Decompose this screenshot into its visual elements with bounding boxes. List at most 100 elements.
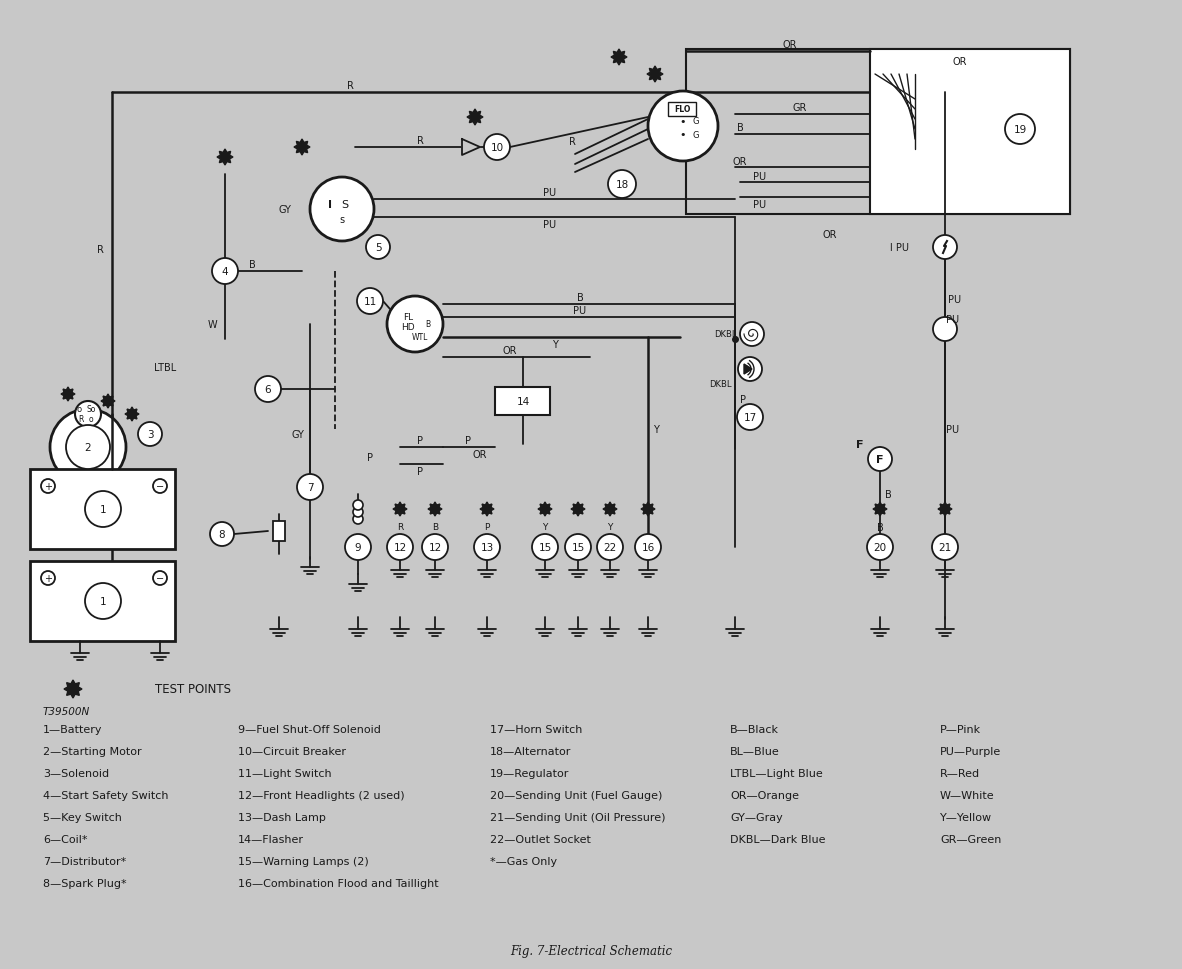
- Text: B: B: [736, 123, 743, 133]
- Text: F: F: [856, 440, 864, 450]
- Circle shape: [41, 572, 56, 585]
- Circle shape: [152, 480, 167, 493]
- Text: P: P: [366, 453, 374, 462]
- Circle shape: [85, 491, 121, 527]
- Polygon shape: [939, 503, 952, 516]
- Bar: [870, 50, 1070, 215]
- Text: B: B: [431, 523, 439, 532]
- Text: 1—Battery: 1—Battery: [43, 724, 103, 735]
- Text: B: B: [577, 293, 584, 302]
- Circle shape: [597, 535, 623, 560]
- Text: P: P: [465, 435, 470, 446]
- Circle shape: [648, 92, 717, 162]
- Text: R: R: [416, 136, 423, 146]
- Text: 8: 8: [219, 529, 226, 540]
- Text: Y: Y: [654, 424, 658, 434]
- Text: 19—Regulator: 19—Regulator: [491, 768, 570, 778]
- Text: BL—Blue: BL—Blue: [730, 746, 780, 756]
- Polygon shape: [873, 503, 886, 516]
- Text: 19: 19: [1013, 125, 1027, 135]
- Text: F: F: [876, 454, 884, 464]
- Text: 11—Light Switch: 11—Light Switch: [238, 768, 332, 778]
- Circle shape: [310, 178, 374, 241]
- Text: W: W: [207, 320, 216, 329]
- Text: 7—Distributor*: 7—Distributor*: [43, 857, 126, 866]
- Text: So: So: [86, 405, 96, 414]
- Bar: [686, 50, 1070, 215]
- Circle shape: [1005, 115, 1035, 144]
- Text: 13—Dash Lamp: 13—Dash Lamp: [238, 812, 326, 822]
- Text: 1: 1: [99, 596, 106, 607]
- Text: 15: 15: [571, 543, 585, 552]
- Circle shape: [738, 358, 762, 382]
- Bar: [668, 103, 696, 117]
- Text: R: R: [346, 81, 353, 91]
- Polygon shape: [480, 503, 494, 516]
- Text: B: B: [877, 522, 883, 532]
- Text: 6: 6: [265, 385, 272, 394]
- Text: 16—Combination Flood and Taillight: 16—Combination Flood and Taillight: [238, 878, 439, 888]
- Text: 4: 4: [222, 266, 228, 277]
- Text: PU: PU: [947, 424, 960, 434]
- Text: *—Gas Only: *—Gas Only: [491, 857, 557, 866]
- Polygon shape: [603, 503, 617, 516]
- Text: 12: 12: [428, 543, 442, 552]
- Text: 4—Start Safety Switch: 4—Start Safety Switch: [43, 790, 169, 800]
- Text: 2: 2: [85, 443, 91, 453]
- Text: PU—Purple: PU—Purple: [940, 746, 1001, 756]
- Bar: [495, 388, 550, 416]
- Text: 15—Warning Lamps (2): 15—Warning Lamps (2): [238, 857, 369, 866]
- Text: I: I: [327, 200, 332, 209]
- Bar: [30, 470, 175, 549]
- Text: FL: FL: [403, 313, 413, 322]
- Bar: [30, 561, 175, 641]
- Polygon shape: [125, 408, 139, 422]
- Text: DKBL—Dark Blue: DKBL—Dark Blue: [730, 834, 825, 844]
- Text: PU: PU: [544, 188, 557, 198]
- Polygon shape: [641, 503, 655, 516]
- Text: 15: 15: [538, 543, 552, 552]
- Text: 18—Alternator: 18—Alternator: [491, 746, 571, 756]
- Text: −: −: [156, 574, 164, 583]
- Text: Fig. 7-Electrical Schematic: Fig. 7-Electrical Schematic: [509, 945, 673, 957]
- Circle shape: [532, 535, 558, 560]
- Text: OR: OR: [473, 450, 487, 459]
- Text: 14: 14: [517, 396, 530, 407]
- Circle shape: [366, 235, 390, 260]
- Circle shape: [353, 508, 363, 517]
- Circle shape: [210, 522, 234, 547]
- Bar: [273, 521, 285, 542]
- Circle shape: [357, 289, 383, 315]
- Circle shape: [85, 583, 121, 619]
- Text: 5: 5: [375, 243, 382, 253]
- Text: 14—Flasher: 14—Flasher: [238, 834, 304, 844]
- Text: P—Pink: P—Pink: [940, 724, 981, 735]
- Circle shape: [474, 535, 500, 560]
- Text: +: +: [44, 574, 52, 583]
- Text: G: G: [693, 131, 700, 140]
- Text: R—Red: R—Red: [940, 768, 980, 778]
- Circle shape: [353, 515, 363, 524]
- Text: 22: 22: [603, 543, 617, 552]
- Circle shape: [933, 318, 957, 342]
- Circle shape: [868, 535, 892, 560]
- Circle shape: [635, 535, 661, 560]
- Text: OR: OR: [953, 57, 967, 67]
- Text: Y: Y: [552, 340, 558, 350]
- Text: 22—Outlet Socket: 22—Outlet Socket: [491, 834, 591, 844]
- Text: 3—Solenoid: 3—Solenoid: [43, 768, 109, 778]
- Text: PU: PU: [947, 315, 960, 325]
- Text: DKBL: DKBL: [714, 330, 736, 339]
- Polygon shape: [611, 50, 626, 66]
- Text: 21—Sending Unit (Oil Pressure): 21—Sending Unit (Oil Pressure): [491, 812, 665, 822]
- Circle shape: [387, 535, 413, 560]
- Circle shape: [933, 235, 957, 260]
- Text: o: o: [89, 415, 93, 424]
- Text: T39500N: T39500N: [43, 706, 90, 716]
- Polygon shape: [428, 503, 442, 516]
- Text: OR: OR: [823, 230, 837, 239]
- Circle shape: [353, 500, 363, 511]
- Text: B: B: [426, 320, 430, 329]
- Text: R: R: [397, 523, 403, 532]
- Polygon shape: [743, 364, 752, 375]
